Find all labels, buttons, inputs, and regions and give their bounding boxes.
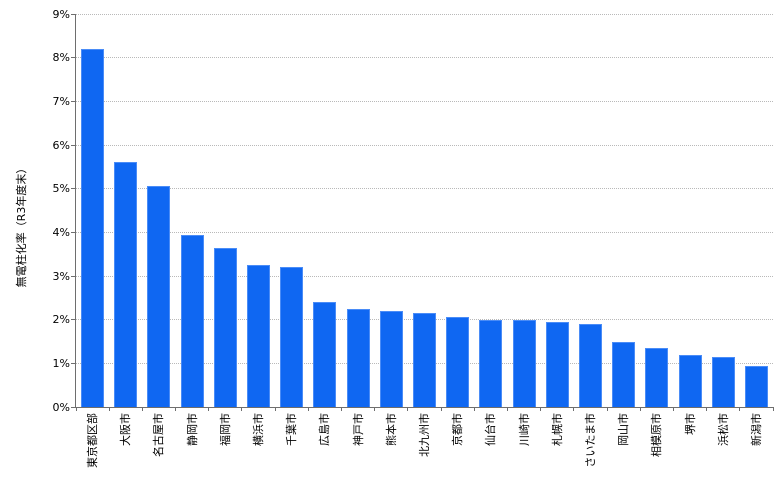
x-tick-mark xyxy=(573,407,575,411)
bar xyxy=(213,247,237,407)
x-category-label: 北九州市 xyxy=(418,413,431,457)
bar xyxy=(446,317,470,407)
y-tick-label: 1% xyxy=(52,356,70,370)
x-tick-mark xyxy=(75,407,77,411)
x-tick-mark xyxy=(473,407,475,411)
bar xyxy=(512,319,536,407)
y-tick-mark xyxy=(71,319,76,321)
x-tick-mark xyxy=(175,407,177,411)
y-tick-label: 9% xyxy=(52,7,70,21)
x-category-label: 横浜市 xyxy=(252,413,266,446)
x-tick-mark xyxy=(341,407,343,411)
y-tick-mark xyxy=(71,275,76,277)
x-category-label: 名古屋市 xyxy=(152,413,166,457)
bar xyxy=(81,48,105,407)
x-category-label: 岡山市 xyxy=(617,413,631,446)
y-tick-mark xyxy=(71,231,76,233)
y-tick-label: 6% xyxy=(52,138,70,152)
x-tick-mark xyxy=(108,407,110,411)
x-category-label: 札幌市 xyxy=(550,413,564,446)
x-category-label: 浜松市 xyxy=(716,413,730,446)
bar xyxy=(545,321,569,407)
bar xyxy=(612,341,636,407)
x-tick-mark xyxy=(772,407,774,411)
x-tick-mark xyxy=(440,407,442,411)
bar xyxy=(379,310,403,407)
x-category-label: 神戸市 xyxy=(351,413,365,446)
bar xyxy=(247,265,271,407)
x-tick-mark xyxy=(672,407,674,411)
bar xyxy=(744,365,768,407)
x-category-label: 静岡市 xyxy=(185,413,199,446)
bar xyxy=(711,356,735,407)
x-category-label: 広島市 xyxy=(318,413,332,446)
y-tick-mark xyxy=(71,13,76,15)
x-tick-mark xyxy=(706,407,708,411)
gridline xyxy=(76,275,773,277)
y-tick-label: 0% xyxy=(52,400,70,414)
y-tick-mark xyxy=(71,57,76,59)
bar xyxy=(114,162,138,407)
gridline xyxy=(76,57,773,59)
x-tick-mark xyxy=(739,407,741,411)
gridline xyxy=(76,100,773,102)
y-tick-label: 8% xyxy=(52,51,70,65)
x-category-label: 東京都区部 xyxy=(86,413,100,468)
x-category-label: 堺市 xyxy=(683,413,697,435)
bar xyxy=(413,313,436,407)
y-tick-label: 7% xyxy=(52,94,70,108)
x-category-label: 千葉市 xyxy=(285,413,299,446)
y-tick-mark xyxy=(71,100,76,102)
x-category-label: 京都市 xyxy=(451,413,465,446)
plot-area: 0% 1% 2% 3% 4% 5% 6% 7% 8% 9% 東京都区部 大阪市 名古屋市 静岡市 福岡市 横浜… xyxy=(53,8,774,468)
x-tick-mark xyxy=(307,407,309,411)
x-category-label: 相模原市 xyxy=(650,413,664,457)
y-tick-mark xyxy=(71,188,76,190)
y-tick-mark xyxy=(71,144,76,146)
x-tick-mark xyxy=(241,407,243,411)
gridline xyxy=(76,188,773,190)
bar xyxy=(180,234,204,407)
y-tick-mark xyxy=(71,406,76,408)
x-tick-mark xyxy=(274,407,276,411)
y-axis-title: 無電柱化率（R3年度末） xyxy=(15,162,28,288)
gridline xyxy=(76,13,773,15)
gridline xyxy=(76,231,773,233)
bar xyxy=(645,348,669,407)
bar xyxy=(280,267,304,407)
x-category-label: さいたま市 xyxy=(583,413,597,468)
x-tick-mark xyxy=(639,407,641,411)
x-category-label: 新潟市 xyxy=(749,413,763,446)
bar xyxy=(313,302,337,407)
bar xyxy=(678,354,702,407)
x-tick-mark xyxy=(407,407,409,411)
x-tick-mark xyxy=(606,407,608,411)
x-category-label: 熊本市 xyxy=(384,413,398,446)
x-tick-mark xyxy=(208,407,210,411)
bar xyxy=(479,319,503,407)
bar xyxy=(346,308,370,407)
bar xyxy=(578,324,602,407)
x-tick-mark xyxy=(540,407,542,411)
x-category-label: 福岡市 xyxy=(218,413,232,446)
y-tick-label: 3% xyxy=(52,269,70,283)
y-tick-label: 5% xyxy=(52,182,70,196)
x-tick-mark xyxy=(374,407,376,411)
x-tick-mark xyxy=(506,407,508,411)
x-category-label: 仙台市 xyxy=(484,413,498,446)
x-category-label: 川崎市 xyxy=(517,413,531,446)
x-tick-mark xyxy=(141,407,143,411)
y-tick-label: 4% xyxy=(52,225,70,239)
y-tick-label: 2% xyxy=(52,313,70,327)
gridline xyxy=(76,144,773,146)
y-tick-mark xyxy=(71,362,76,364)
x-category-label: 大阪市 xyxy=(119,413,133,446)
bar xyxy=(147,186,171,407)
